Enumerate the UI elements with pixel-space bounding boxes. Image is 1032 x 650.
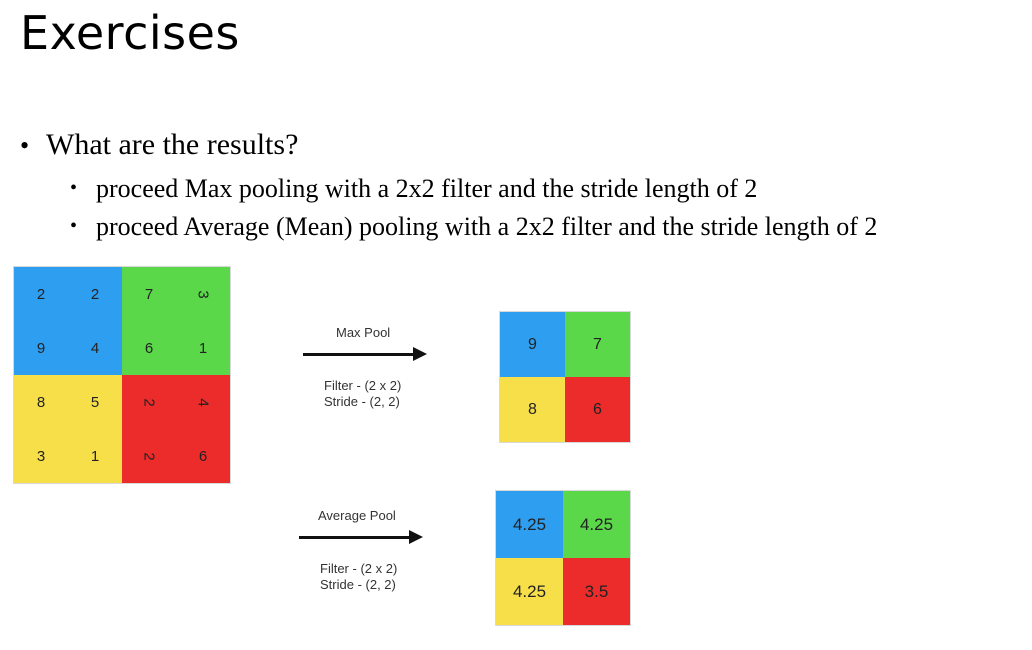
bullet-dot: • <box>70 177 78 199</box>
input-cell: 3 <box>14 429 68 483</box>
task-average-pooling: • proceed Average (Mean) pooling with a 2… <box>70 212 877 242</box>
max-pool-params: Filter - (2 x 2) Stride - (2, 2) <box>324 378 401 410</box>
average-pool-output-grid: 4.25 4.25 4.25 3.5 <box>495 490 631 626</box>
average-pool-cell: 4.25 <box>563 491 630 558</box>
average-pool-cell: 4.25 <box>496 491 563 558</box>
average-pool-stride: Stride - (2, 2) <box>320 577 396 592</box>
max-pool-output-grid: 9 7 8 6 <box>499 311 631 443</box>
max-pool-cell: 9 <box>500 312 565 377</box>
input-cell: 1 <box>68 429 122 483</box>
input-cell: 6 <box>122 321 176 375</box>
input-cell: 5 <box>68 375 122 429</box>
input-cell: 9 <box>14 321 68 375</box>
max-pool-arrow-icon <box>303 347 427 361</box>
bullet-dot: • <box>20 131 30 160</box>
input-cell: 4 <box>176 375 230 429</box>
input-cell: 2 <box>122 375 176 429</box>
input-cell: 7 <box>122 267 176 321</box>
average-pool-params: Filter - (2 x 2) Stride - (2, 2) <box>320 561 397 593</box>
average-pool-cell: 3.5 <box>563 558 630 625</box>
max-pool-filter: Filter - (2 x 2) <box>324 378 402 393</box>
input-cell: 2 <box>122 429 176 483</box>
input-cell: 3 <box>176 267 230 321</box>
question-bullet: • What are the results? <box>20 128 298 162</box>
task-average-pooling-text: proceed Average (Mean) pooling with a 2x… <box>96 212 878 241</box>
input-cell: 2 <box>68 267 122 321</box>
max-pool-label: Max Pool <box>336 325 391 340</box>
max-pool-cell: 7 <box>565 312 630 377</box>
average-pool-filter: Filter - (2 x 2) <box>320 561 398 576</box>
question-text: What are the results? <box>46 128 299 161</box>
input-cell: 8 <box>14 375 68 429</box>
average-pool-cell: 4.25 <box>496 558 563 625</box>
max-pool-stride: Stride - (2, 2) <box>324 394 400 409</box>
slide-title: Exercises <box>20 6 240 60</box>
input-grid: 2 2 7 3 9 4 6 1 8 5 2 4 3 1 2 6 <box>13 266 231 484</box>
max-pool-cell: 8 <box>500 377 565 442</box>
average-pool-label: Average Pool <box>318 508 396 523</box>
average-pool-arrow-icon <box>299 530 423 544</box>
max-pool-cell: 6 <box>565 377 630 442</box>
input-cell: 2 <box>14 267 68 321</box>
task-max-pooling: • proceed Max pooling with a 2x2 filter a… <box>70 174 757 204</box>
input-cell: 1 <box>176 321 230 375</box>
task-max-pooling-text: proceed Max pooling with a 2x2 filter an… <box>96 174 758 203</box>
input-cell: 4 <box>68 321 122 375</box>
bullet-dot: • <box>70 215 78 237</box>
input-cell: 6 <box>176 429 230 483</box>
